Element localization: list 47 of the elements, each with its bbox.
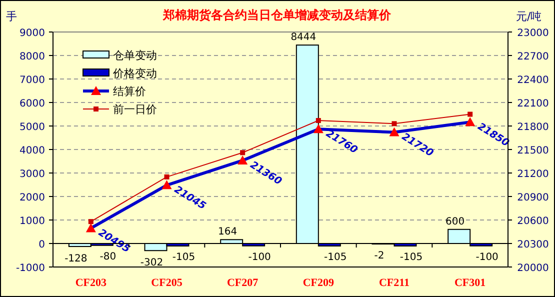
y-tick-label: 7000 — [20, 75, 45, 86]
data-label: -105 — [400, 252, 423, 263]
y-tick-label: 3000 — [20, 169, 45, 180]
legend-label: 仓单变动 — [113, 49, 157, 62]
data-label: -105 — [324, 252, 347, 263]
y2-tick-label: 22400 — [517, 75, 549, 86]
data-label: -100 — [476, 252, 498, 263]
legend-label: 价格变动 — [112, 67, 157, 80]
data-label: -302 — [140, 258, 164, 269]
y-tick-label: 4000 — [20, 146, 45, 156]
y2-tick-label: 20000 — [517, 263, 549, 274]
legend-label: 结算价 — [113, 85, 146, 98]
data-label: -2 — [374, 250, 384, 262]
data-label: -105 — [172, 252, 196, 263]
x-tick-label: CF209 — [302, 277, 334, 289]
data-label: 600 — [446, 216, 465, 228]
x-tick-label: CF301 — [454, 277, 486, 289]
y-tick-label: 6000 — [20, 98, 45, 110]
y2-tick-label: 23000 — [517, 28, 549, 39]
y-tick-label: 5000 — [20, 122, 45, 133]
x-tick-label: CF211 — [378, 277, 410, 289]
y2-tick-label: 22100 — [517, 98, 549, 110]
data-label: 164 — [218, 226, 238, 238]
x-tick-label: CF207 — [226, 277, 259, 289]
y2-axis-title: 元/吨 — [516, 10, 542, 23]
x-tick-label: CF205 — [151, 277, 183, 289]
data-label: -128 — [64, 254, 88, 265]
y2-tick-label: 21200 — [517, 169, 549, 180]
data-label: -100 — [248, 252, 271, 263]
y2-tick-label: 20300 — [517, 240, 549, 250]
y2-tick-label: 21800 — [517, 122, 549, 133]
y2-tick-label: 22700 — [517, 52, 549, 62]
data-label: -80 — [100, 251, 116, 262]
y-tick-label: 1000 — [20, 216, 45, 227]
y-tick-label: -1000 — [16, 263, 45, 274]
data-label: 8444 — [290, 32, 316, 44]
y-tick-label: 2000 — [20, 192, 45, 204]
y-tick-label: 9000 — [20, 28, 45, 39]
y-tick-label: 8000 — [20, 52, 45, 62]
y2-tick-label: 20600 — [517, 216, 549, 227]
y-axis-title: 手 — [6, 10, 17, 23]
y2-tick-label: 21500 — [517, 146, 549, 156]
y2-tick-label: 20900 — [517, 192, 549, 204]
y-tick-label: 0 — [38, 240, 45, 250]
legend-label: 前一日价 — [113, 103, 157, 116]
x-tick-label: CF203 — [75, 277, 107, 289]
chart-title: 郑棉期货各合约当日仓单增减变动及结算价 — [162, 8, 392, 22]
